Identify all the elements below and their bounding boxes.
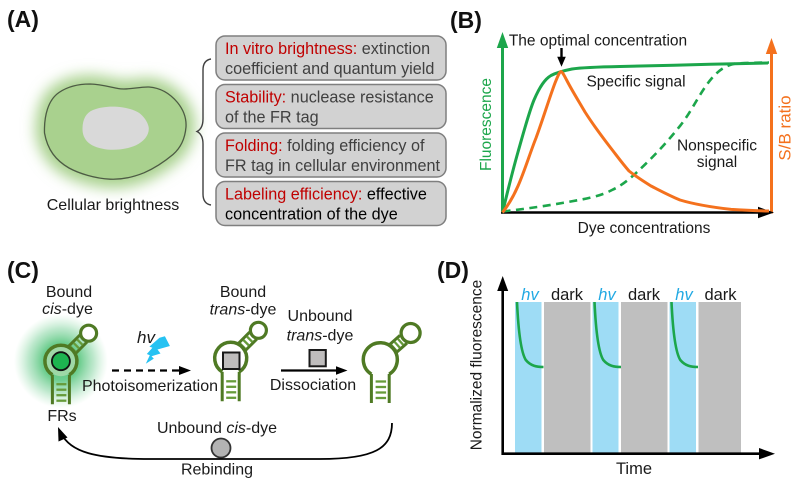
svg-text:S/B ratio: S/B ratio	[776, 95, 795, 160]
svg-text:dark: dark	[704, 286, 737, 304]
svg-text:hv: hv	[598, 286, 617, 304]
svg-text:Normalized fluorescence: Normalized fluorescence	[469, 280, 486, 451]
svg-text:Bound: Bound	[220, 284, 266, 301]
svg-text:Unbound: Unbound	[288, 308, 353, 325]
svg-text:FR tag in cellular environment: FR tag in cellular environment	[225, 157, 441, 175]
svg-text:(B): (B)	[450, 7, 482, 33]
svg-text:(D): (D)	[437, 257, 469, 283]
svg-text:cis-dye: cis-dye	[42, 301, 93, 318]
svg-text:The optimal concentration: The optimal concentration	[509, 33, 687, 50]
svg-text:Labeling efficiency: effective: Labeling efficiency: effective	[225, 186, 427, 204]
svg-text:Nonspecific: Nonspecific	[677, 138, 757, 155]
svg-text:trans-dye: trans-dye	[210, 302, 277, 319]
svg-text:hv: hv	[675, 286, 694, 304]
svg-text:Unbound cis-dye: Unbound cis-dye	[157, 420, 277, 437]
svg-text:(C): (C)	[7, 257, 39, 283]
svg-text:dark: dark	[551, 286, 584, 304]
svg-text:Specific signal: Specific signal	[586, 74, 685, 91]
svg-text:In vitro brightness: extinctio: In vitro brightness: extinction	[225, 40, 430, 58]
svg-text:hv: hv	[137, 328, 156, 347]
svg-text:coefficient and quantum yield: coefficient and quantum yield	[225, 60, 434, 78]
svg-text:Time: Time	[616, 460, 652, 478]
svg-text:Cellular brightness: Cellular brightness	[47, 197, 180, 214]
svg-text:trans-dye: trans-dye	[287, 328, 354, 345]
svg-text:concentration of the dye: concentration of the dye	[225, 206, 398, 224]
svg-text:Stability: nuclease resistance: Stability: nuclease resistance	[225, 89, 434, 107]
svg-text:Folding: folding efficiency of: Folding: folding efficiency of	[225, 137, 425, 155]
svg-text:signal: signal	[697, 154, 738, 171]
svg-text:Bound: Bound	[46, 284, 92, 301]
svg-text:hv: hv	[521, 286, 540, 304]
svg-text:Dissociation: Dissociation	[270, 377, 356, 394]
svg-text:Photoisomerization: Photoisomerization	[82, 378, 218, 395]
svg-text:of the FR tag: of the FR tag	[225, 109, 319, 127]
svg-text:Fluorescence: Fluorescence	[478, 78, 495, 171]
svg-text:Rebinding: Rebinding	[181, 462, 253, 479]
svg-text:Dye concentrations: Dye concentrations	[578, 220, 711, 237]
svg-text:(A): (A)	[7, 6, 39, 32]
svg-text:FRs: FRs	[47, 408, 76, 425]
svg-text:dark: dark	[628, 286, 661, 304]
